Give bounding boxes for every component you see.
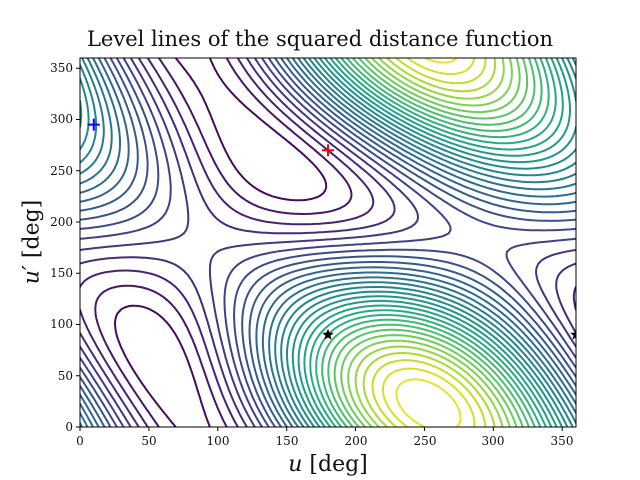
contour-line bbox=[80, 58, 576, 427]
contour-line bbox=[80, 58, 576, 427]
contour-line bbox=[80, 58, 576, 427]
contour-line bbox=[315, 58, 550, 427]
y-tick: 50 bbox=[57, 369, 73, 383]
x-tick: 100 bbox=[206, 434, 230, 448]
contour-line bbox=[80, 58, 576, 427]
contour-line bbox=[80, 58, 576, 427]
markers bbox=[87, 118, 576, 340]
y-tick: 350 bbox=[50, 61, 73, 75]
contour-plot-area bbox=[80, 58, 576, 427]
contour-line bbox=[114, 58, 328, 427]
contour-line bbox=[80, 58, 576, 427]
contour-line bbox=[371, 58, 487, 427]
y-tick: 250 bbox=[50, 164, 73, 178]
contour-line bbox=[80, 58, 576, 427]
contour-line bbox=[297, 58, 571, 427]
contour-line bbox=[340, 58, 521, 427]
y-tick: 200 bbox=[50, 215, 73, 229]
minimum-plus-marker bbox=[87, 118, 100, 131]
contour-line bbox=[303, 58, 564, 427]
x-axis-variable: u bbox=[288, 452, 303, 477]
contour-line bbox=[80, 58, 576, 427]
x-axis-unit: [deg] bbox=[309, 452, 368, 477]
y-tick: 0 bbox=[65, 420, 73, 434]
x-tick: 200 bbox=[344, 434, 368, 448]
maximum-plus-marker bbox=[322, 144, 334, 157]
contour-lines bbox=[80, 58, 576, 427]
contour-line bbox=[80, 58, 576, 427]
y-tick: 150 bbox=[50, 266, 73, 280]
x-axis-label: u [deg] bbox=[0, 452, 640, 477]
chart-title: Level lines of the squared distance func… bbox=[86, 27, 554, 51]
x-tick: 250 bbox=[413, 434, 437, 448]
x-tick: 300 bbox=[481, 434, 505, 448]
x-tick: 350 bbox=[550, 434, 574, 448]
contour-line bbox=[309, 58, 557, 427]
y-tick: 100 bbox=[50, 317, 73, 331]
contour-line bbox=[80, 58, 576, 427]
contour-line bbox=[80, 58, 576, 427]
contour-line bbox=[362, 58, 497, 427]
saddle-star-marker bbox=[570, 328, 576, 340]
saddle-star-marker bbox=[322, 328, 334, 340]
contour-line bbox=[382, 58, 476, 427]
y-tick: 300 bbox=[50, 112, 73, 126]
contour-line bbox=[321, 58, 543, 427]
contour-line bbox=[80, 58, 576, 427]
contour-line bbox=[347, 58, 513, 427]
contour-line bbox=[94, 58, 353, 427]
contour-line bbox=[395, 58, 462, 427]
x-tick: 0 bbox=[76, 434, 84, 448]
contour-line bbox=[327, 58, 536, 427]
contour-line bbox=[80, 58, 576, 427]
x-tick: 50 bbox=[141, 434, 157, 448]
contour-line bbox=[333, 58, 529, 427]
contour-line bbox=[354, 58, 505, 427]
x-tick: 150 bbox=[275, 434, 299, 448]
